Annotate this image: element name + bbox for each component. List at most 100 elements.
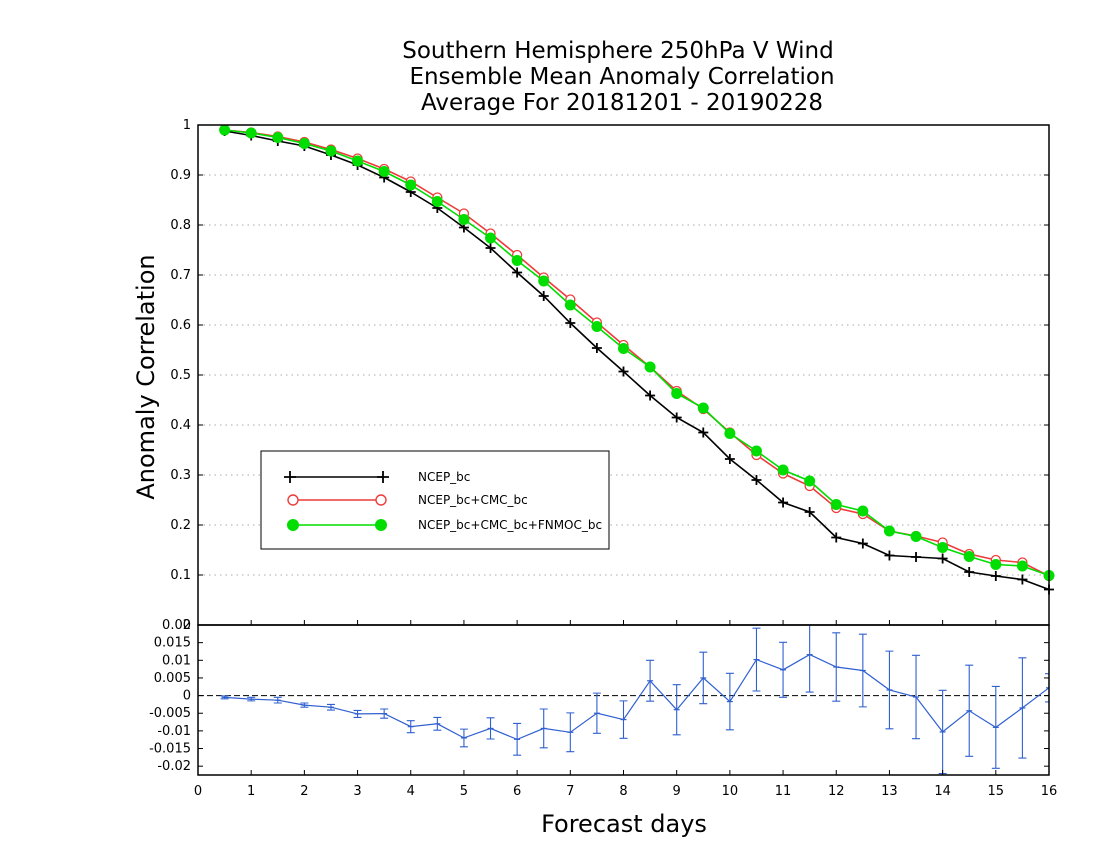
point-ncep-cmc-fnmoc <box>458 214 470 225</box>
top-y-tick-label: 0.8 <box>170 218 191 233</box>
point-ncep <box>964 567 975 577</box>
point-ncep <box>645 390 656 401</box>
point-ncep <box>591 343 602 353</box>
point-ncep-cmc-fnmoc <box>352 155 364 167</box>
error-bar <box>1045 673 1049 703</box>
point-ncep <box>485 243 496 253</box>
point-ncep <box>937 553 948 564</box>
point-ncep-cmc-fnmoc <box>937 542 949 553</box>
point-ncep-cmc-fnmoc <box>830 499 842 510</box>
legend-label-ncep-cmc-fnmoc: NCEP_bc+CMC_bc+FNMOC_bc <box>418 518 602 532</box>
point-ncep-cmc-fnmoc <box>618 343 629 354</box>
x-tick-label: 1 <box>247 784 255 799</box>
bottom-y-tick-label: 0 <box>183 689 191 704</box>
bottom-y-tick-label: 0.015 <box>154 636 191 651</box>
point-ncep-cmc-fnmoc <box>298 138 310 149</box>
point-ncep-cmc-fnmoc <box>804 475 816 487</box>
x-tick-label: 14 <box>934 784 951 799</box>
bottom-panel-grid <box>198 624 1049 767</box>
top-y-tick-label: 1 <box>183 118 191 133</box>
point-ncep <box>857 538 868 549</box>
point-ncep-cmc-fnmoc <box>564 299 576 311</box>
bottom-y-tick-label: -0.01 <box>157 724 191 739</box>
legend-marker-ncep-cmc-b <box>375 494 387 506</box>
point-ncep <box>724 454 735 464</box>
point-ncep <box>512 267 523 278</box>
legend-label-ncep: NCEP_bc <box>418 470 470 484</box>
point-ncep-cmc-fnmoc <box>697 402 709 414</box>
legend: NCEP_bc NCEP_bc+CMC_bc NCEP_bc+CMC_bc+FN… <box>260 450 610 550</box>
legend-marker-ncep-cmc-fnmoc-a <box>287 519 299 531</box>
point-ncep-cmc-fnmoc <box>883 525 895 537</box>
point-ncep <box>565 318 576 328</box>
x-tick-label: 2 <box>300 784 308 799</box>
top-y-tick-label: 0.5 <box>170 368 191 383</box>
point-ncep-cmc-fnmoc <box>857 505 869 517</box>
point-ncep <box>538 291 549 301</box>
point-ncep <box>911 552 922 562</box>
x-tick-label: 5 <box>460 784 468 799</box>
point-ncep <box>1017 574 1028 585</box>
bottom-panel-frame <box>197 624 1050 776</box>
top-y-tick-label: 0.7 <box>170 268 191 283</box>
chart-title: Southern Hemisphere 250hPa V Wind Ensemb… <box>402 38 834 116</box>
bottom-y-tick-label: 0.01 <box>162 653 191 668</box>
point-ncep-cmc-fnmoc <box>750 445 762 457</box>
x-tick-label: 8 <box>619 784 627 799</box>
x-tick-label: 10 <box>722 784 739 799</box>
title-line-1: Southern Hemisphere 250hPa V Wind <box>402 38 833 64</box>
bottom-y-tick-label: 0.02 <box>162 618 191 633</box>
point-ncep <box>698 427 709 438</box>
x-tick-label: 4 <box>407 784 415 799</box>
x-tick-label: 12 <box>828 784 845 799</box>
point-ncep <box>884 550 895 561</box>
x-tick-label: 9 <box>673 784 681 799</box>
point-ncep-cmc-fnmoc <box>777 464 789 476</box>
difference-series <box>220 625 1049 775</box>
top-y-tick-label: 0.4 <box>170 418 191 433</box>
point-ncep-cmc-fnmoc <box>990 559 1002 570</box>
point-ncep <box>778 497 789 508</box>
point-ncep-cmc-fnmoc <box>431 196 443 207</box>
point-ncep-cmc-fnmoc <box>325 145 337 157</box>
point-ncep-cmc-fnmoc <box>245 127 257 139</box>
title-line-3: Average For 20181201 - 20190228 <box>421 90 823 116</box>
x-axis-label: Forecast days <box>541 810 707 838</box>
point-ncep-cmc-fnmoc <box>644 361 656 373</box>
point-ncep-cmc-fnmoc <box>272 132 284 143</box>
point-ncep <box>990 571 1001 581</box>
legend-marker-ncep-cmc-fnmoc-b <box>375 519 387 531</box>
point-ncep-cmc-fnmoc <box>511 255 523 266</box>
x-tick-label: 13 <box>881 784 898 799</box>
top-y-tick-label: 0.9 <box>170 168 191 183</box>
x-tick-label: 0 <box>194 784 202 799</box>
bottom-y-tick-label: -0.02 <box>157 759 191 774</box>
point-ncep-cmc-fnmoc <box>378 166 390 177</box>
point-ncep-cmc-fnmoc <box>724 428 736 439</box>
point-ncep-cmc-fnmoc <box>1016 560 1028 572</box>
point-ncep <box>671 412 682 423</box>
legend-label-ncep-cmc: NCEP_bc+CMC_bc <box>418 493 528 507</box>
top-y-tick-label: 0.2 <box>170 518 191 533</box>
x-tick-label: 7 <box>566 784 574 799</box>
point-ncep-cmc-fnmoc <box>591 321 603 332</box>
point-ncep-cmc-fnmoc <box>485 232 497 244</box>
bottom-y-tick-label: -0.005 <box>149 706 191 721</box>
bottom-panel-series <box>220 625 1049 775</box>
bottom-y-tick-label: -0.015 <box>149 742 191 757</box>
point-ncep <box>618 366 629 377</box>
x-tick-label: 6 <box>513 784 521 799</box>
point-ncep <box>804 507 815 517</box>
top-y-tick-labels: 0 0.1 0.2 0.3 0.4 0.5 0.6 0.7 0.8 0.9 1 <box>170 118 191 633</box>
point-ncep <box>831 532 842 543</box>
point-ncep-cmc-fnmoc <box>963 551 975 562</box>
x-tick-labels: 0 1 2 3 4 5 6 7 8 9 10 11 12 13 14 15 16 <box>194 620 1057 799</box>
top-y-tick-label: 0.6 <box>170 318 191 333</box>
x-tick-label: 3 <box>353 784 361 799</box>
top-y-tick-label: 0 <box>183 618 191 633</box>
top-panel-series <box>219 124 1055 595</box>
x-tick-label: 15 <box>988 784 1005 799</box>
point-ncep-cmc-fnmoc <box>219 124 231 136</box>
point-ncep-cmc-fnmoc <box>538 275 550 287</box>
